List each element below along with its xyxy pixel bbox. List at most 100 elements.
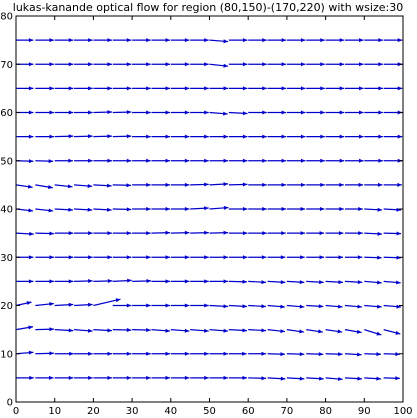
flow-arrow	[306, 231, 325, 236]
flow-arrow	[306, 86, 325, 91]
flow-arrow	[54, 231, 74, 236]
flow-arrow	[325, 255, 344, 260]
flow-arrow	[364, 304, 382, 309]
flow-arrow	[93, 134, 112, 139]
flow-arrow	[132, 38, 151, 43]
flow-arrow	[383, 182, 402, 187]
flow-arrow	[112, 303, 132, 308]
flow-arrow	[74, 231, 93, 236]
flow-arrow	[35, 62, 54, 67]
flow-arrow	[228, 279, 248, 284]
flow-arrow	[74, 375, 93, 380]
flow-arrow	[248, 62, 267, 67]
flow-arrow	[325, 352, 343, 357]
flow-arrow	[93, 158, 112, 163]
flow-arrow	[54, 110, 74, 115]
flow-arrow	[286, 158, 306, 163]
flow-arrow	[306, 62, 325, 67]
flow-arrow	[383, 86, 403, 91]
flow-arrow	[286, 352, 305, 357]
flow-arrow	[228, 351, 247, 356]
flow-arrow	[286, 182, 306, 187]
flow-arrow	[344, 38, 364, 43]
flow-arrow	[151, 134, 171, 139]
flow-arrow	[93, 207, 112, 212]
flow-arrow	[170, 110, 190, 115]
flow-arrow	[35, 208, 54, 213]
flow-arrow	[170, 86, 190, 91]
flow-arrow	[74, 351, 93, 356]
flow-arrow	[248, 304, 267, 309]
flow-arrow	[325, 207, 344, 211]
flow-arrow	[170, 279, 190, 284]
flow-arrow	[132, 279, 152, 284]
x-tick-label: 90	[358, 406, 371, 417]
flow-arrow	[190, 375, 209, 380]
flow-arrow	[35, 184, 53, 190]
flow-arrow	[383, 207, 402, 212]
flow-arrow	[74, 183, 93, 188]
flow-arrow	[364, 134, 383, 139]
flow-arrow	[132, 255, 151, 260]
flow-arrow	[325, 304, 343, 309]
flow-arrow	[286, 329, 305, 334]
flow-arrow	[344, 86, 364, 91]
flow-arrow	[248, 280, 267, 285]
flow-arrow	[112, 62, 132, 67]
flow-arrow	[325, 280, 344, 285]
flow-arrow	[54, 62, 74, 67]
flow-arrow	[286, 304, 305, 309]
flow-arrow	[248, 328, 267, 333]
flow-arrow	[248, 255, 267, 260]
flow-arrow	[54, 134, 74, 139]
flow-arrow	[170, 328, 190, 333]
flow-arrow	[306, 134, 325, 139]
flow-arrow	[112, 231, 132, 236]
flow-arrow	[306, 329, 323, 334]
flow-arrow	[74, 110, 93, 115]
flow-arrow	[74, 255, 93, 260]
flow-arrow	[267, 86, 287, 91]
flow-arrow	[306, 255, 325, 260]
flow-arrow	[132, 158, 151, 163]
flow-arrow	[325, 38, 345, 43]
flow-arrow	[267, 158, 287, 163]
flow-arrow	[151, 38, 171, 43]
flow-arrow	[112, 158, 132, 163]
flow-arrow	[132, 110, 151, 115]
flow-arrow	[306, 352, 324, 357]
flow-arrow	[15, 301, 32, 307]
flow-arrow	[209, 39, 229, 44]
flow-arrow	[248, 134, 267, 139]
flow-arrow	[112, 278, 132, 283]
flow-arrow	[190, 86, 209, 91]
flow-arrow	[132, 375, 151, 380]
flow-arrow	[54, 184, 73, 189]
flow-arrow	[344, 280, 363, 285]
axes: 0 10 20 30 40 50 60 70 80 90 100 0 10 20 30 40 50 60 70 80	[0, 12, 412, 418]
flow-arrow	[35, 351, 54, 356]
flow-arrow	[344, 329, 362, 334]
flow-arrow	[325, 231, 344, 236]
flow-arrow	[364, 255, 382, 260]
flow-arrow	[151, 62, 171, 67]
flow-arrow	[325, 134, 345, 139]
flow-arrow	[35, 302, 54, 307]
flow-arrow	[209, 375, 229, 380]
flow-arrow	[151, 182, 171, 187]
flow-arrow	[132, 303, 151, 308]
flow-arrow	[364, 352, 381, 357]
flow-arrow	[248, 86, 267, 91]
flow-arrow	[306, 158, 325, 163]
flow-arrow	[344, 207, 363, 211]
flow-arrow	[35, 38, 54, 43]
x-tick-label: 0	[13, 406, 19, 417]
flow-arrow	[344, 231, 363, 236]
flow-arrow	[364, 376, 381, 381]
y-tick-label: 70	[0, 60, 13, 71]
flow-arrow	[228, 62, 248, 67]
x-tick-label: 80	[319, 406, 332, 417]
flow-arrow	[325, 110, 345, 115]
flow-arrow	[170, 158, 190, 163]
flow-arrow	[325, 86, 345, 91]
